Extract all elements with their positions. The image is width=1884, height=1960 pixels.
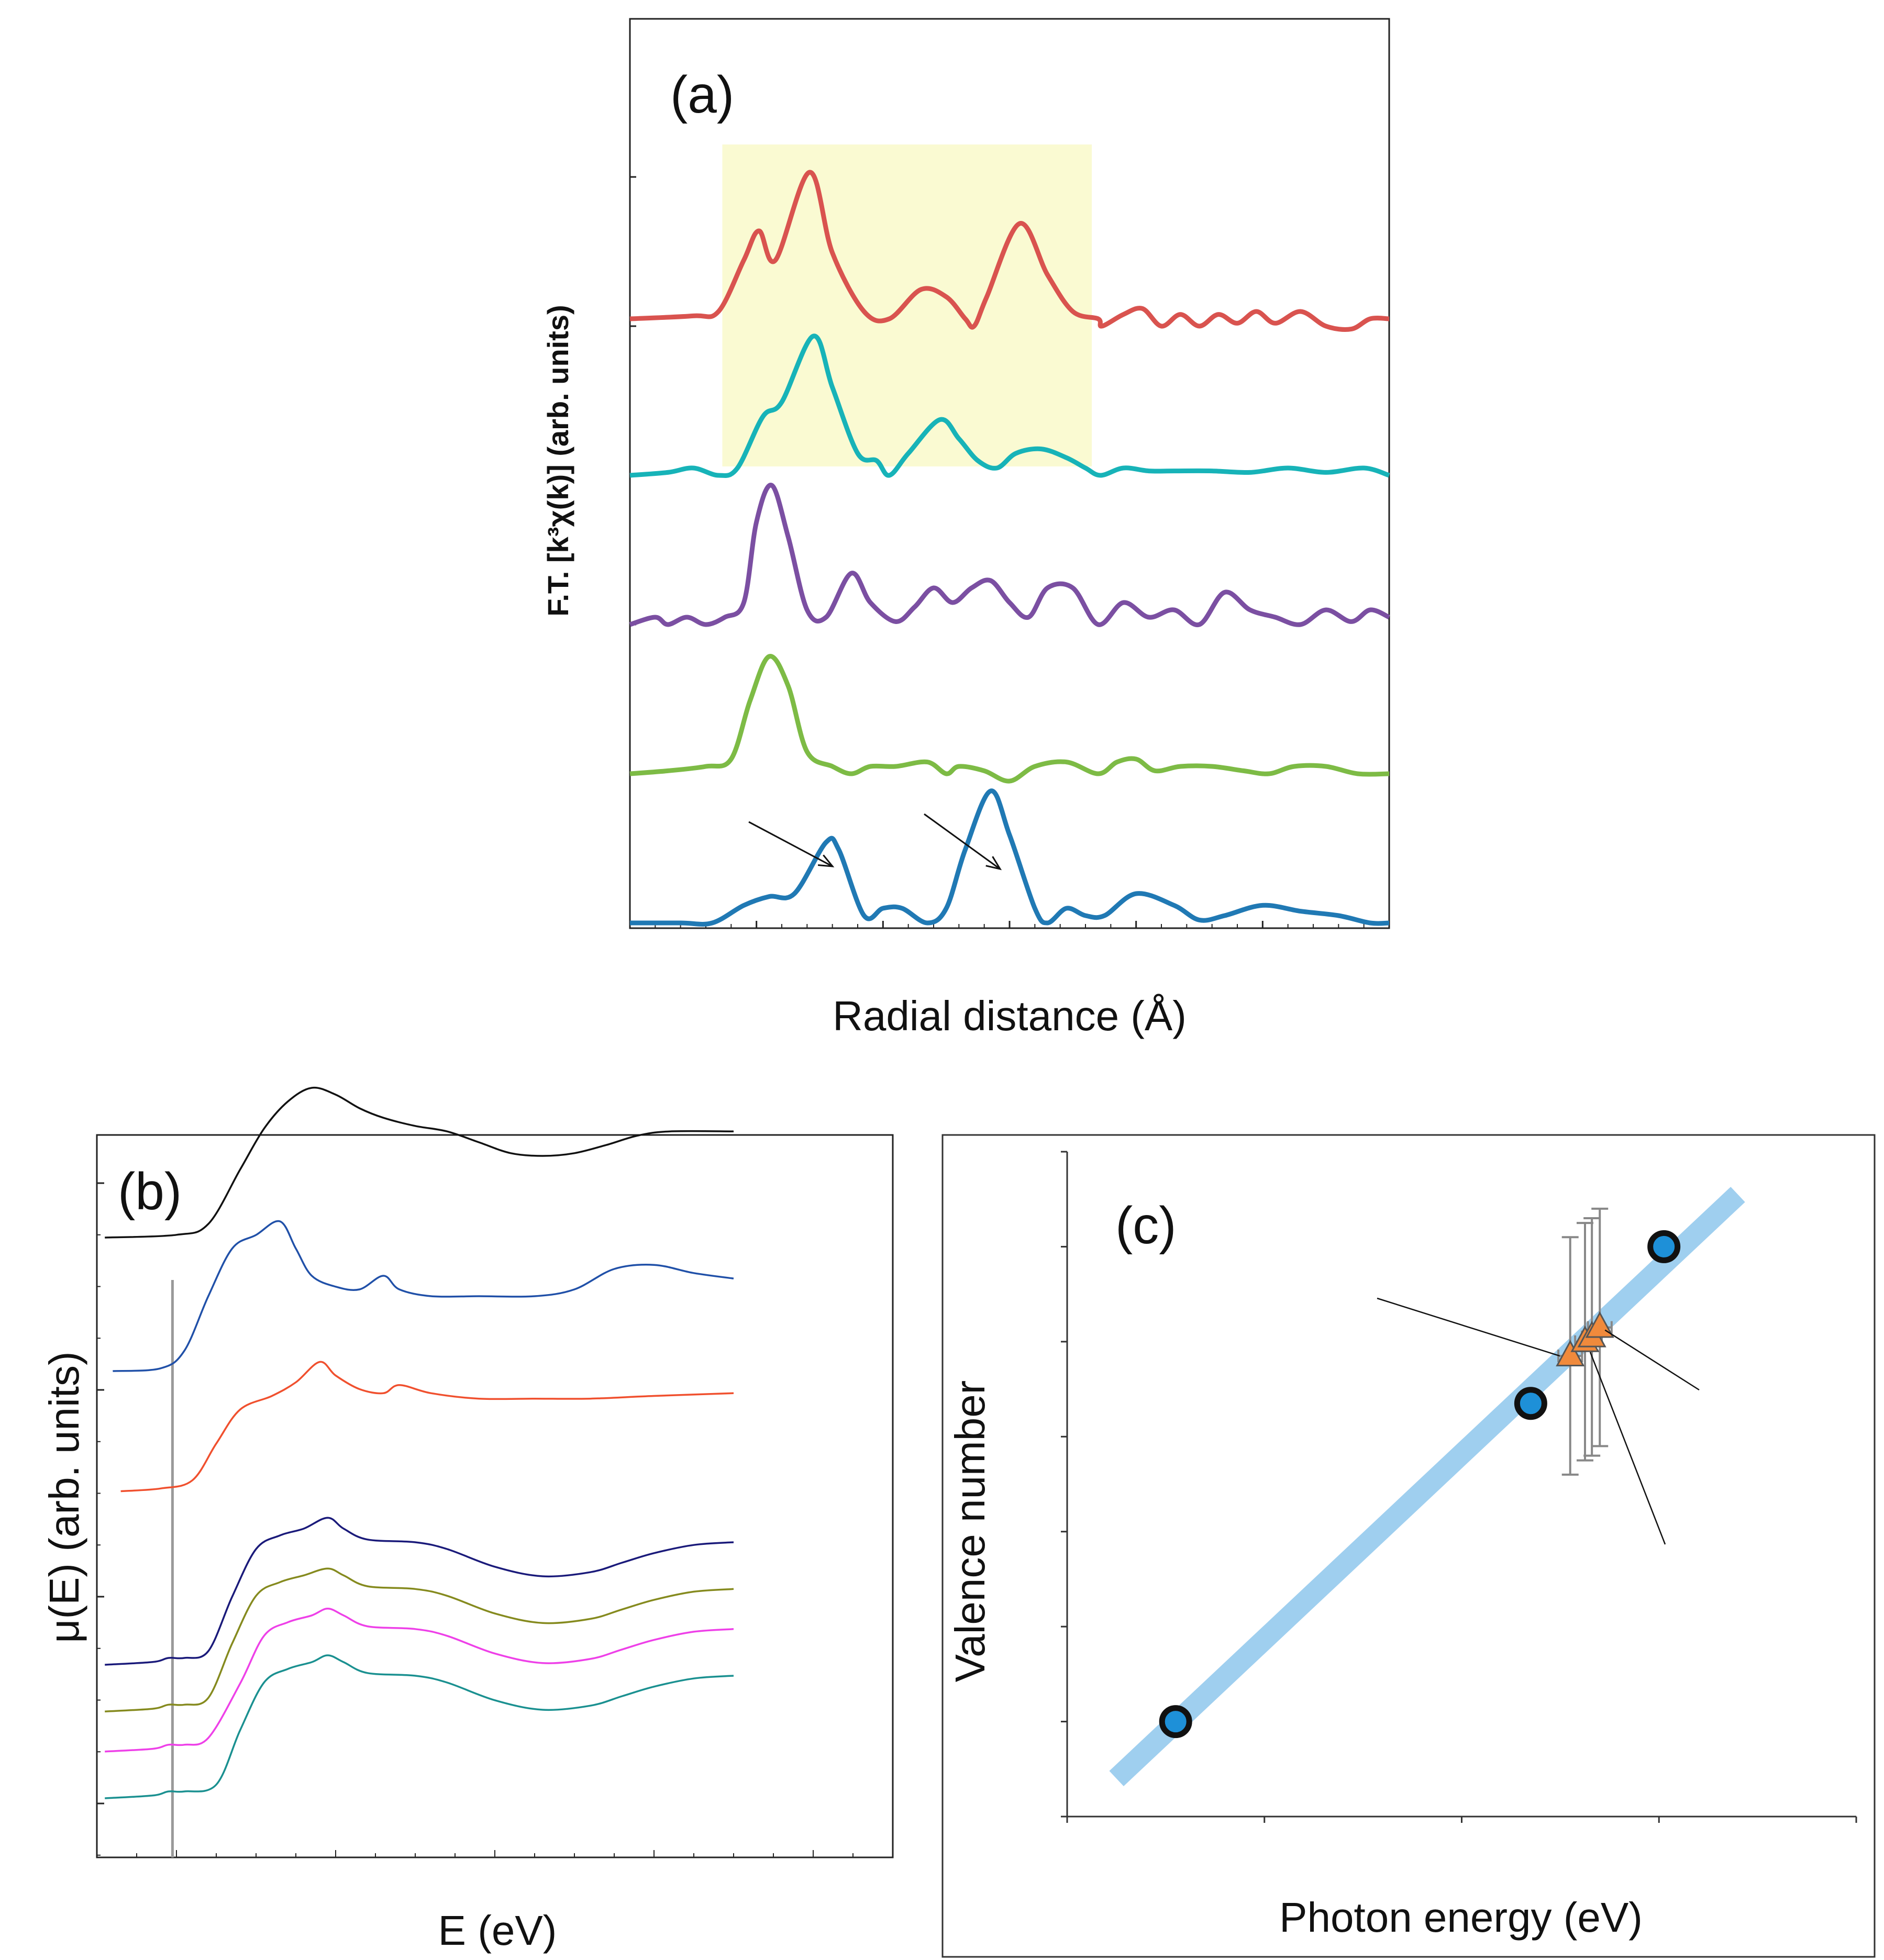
ft-curve	[629, 483, 1390, 628]
xanes-curve	[113, 1220, 734, 1372]
xanes-curve	[105, 1517, 734, 1666]
y-ticks	[97, 1182, 104, 1856]
x-axis-title: Radial distance (Å)	[833, 993, 1187, 1039]
data-points	[1159, 1230, 1681, 1739]
xanes-curve	[105, 1086, 734, 1239]
label-leader	[1377, 1297, 1560, 1357]
panel-b: (b) E (eV) μ(E) (arb. units)	[41, 1086, 894, 1954]
panel-letter: (a)	[670, 65, 734, 124]
annotation-arrow	[924, 813, 1001, 870]
point-labels	[1377, 1297, 1700, 1545]
panel-a: (a) Radial distance (Å) F.T. [k³χ(k)] (a…	[541, 18, 1390, 1039]
arrow-head	[817, 854, 835, 867]
y-ticks	[630, 176, 636, 924]
reference-marker	[1647, 1230, 1681, 1263]
annotation-arrow	[748, 821, 833, 867]
ft-curve	[630, 788, 1390, 927]
panel-frame	[941, 1134, 1876, 1958]
panel-c: (c) Photon energy (eV) Valence number	[941, 1134, 1876, 1958]
plot-frame	[96, 1134, 894, 1858]
x-axis-title: Photon energy (eV)	[1279, 1894, 1643, 1941]
reference-marker	[1159, 1705, 1192, 1739]
curves	[629, 170, 1390, 927]
x-ticks	[629, 921, 1390, 928]
fit-line	[1109, 1187, 1745, 1786]
xanes-curve	[105, 1654, 734, 1799]
axes	[1061, 1151, 1857, 1823]
curves	[105, 1086, 734, 1799]
y-axis-title: Valence number	[947, 1380, 993, 1683]
x-ticks	[96, 1850, 893, 1857]
annotations	[748, 813, 1002, 871]
x-axis-title: E (eV)	[438, 1907, 557, 1954]
panel-letter: (b)	[118, 1162, 182, 1221]
ft-curve	[629, 170, 1390, 332]
label-leader	[1589, 1352, 1666, 1545]
xanes-curve	[105, 1608, 734, 1753]
y-axis-title: F.T. [k³χ(k)] (arb. units)	[541, 305, 574, 616]
sample-marker	[1556, 1340, 1585, 1366]
ft-curve	[629, 654, 1390, 784]
y-axis-title: μ(E) (arb. units)	[41, 1351, 87, 1643]
ft-curve	[629, 333, 1390, 478]
panel-letter: (c)	[1115, 1196, 1177, 1255]
arrow-head	[985, 856, 1002, 871]
label-leader	[1604, 1329, 1700, 1391]
xanes-curve	[105, 1567, 734, 1713]
reference-marker	[1514, 1387, 1547, 1420]
xanes-curve	[120, 1361, 734, 1493]
